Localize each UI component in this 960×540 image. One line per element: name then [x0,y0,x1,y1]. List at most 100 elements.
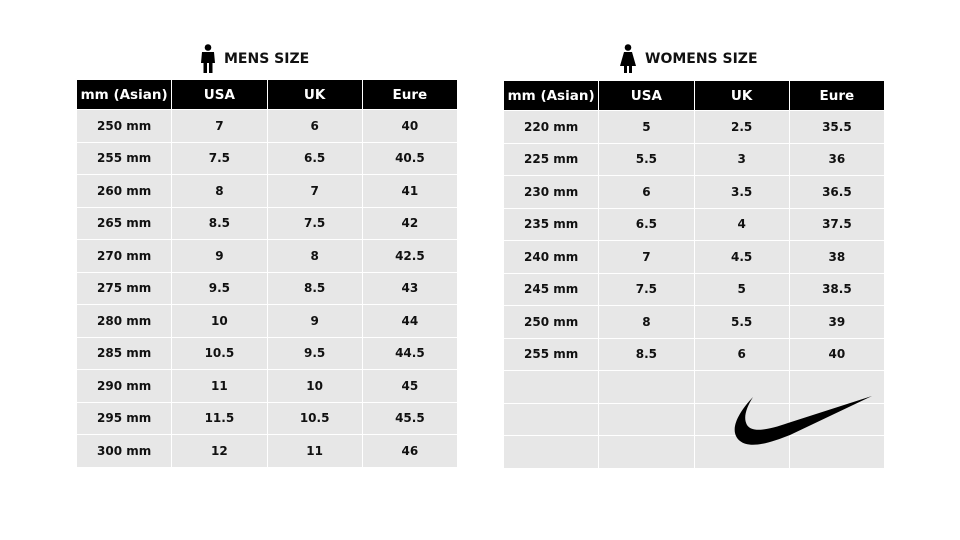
table-cell [502,370,600,404]
table-cell: 260 mm [75,174,173,208]
table-row: 270 mm 9 8 42.5 [75,239,459,273]
column-header: USA [171,80,268,110]
table-cell: 40 [788,337,886,371]
table-cell: 4 [693,207,790,241]
table-cell: 10.5 [266,401,363,435]
table-cell: 36.5 [788,175,886,209]
column-header: mm (Asian) [502,81,600,111]
table-cell [598,435,695,469]
table-row: 225 mm 5.5 3 36 [502,142,886,176]
table-row: 240 mm 7 4.5 38 [502,240,886,274]
table-row: 290 mm 11 10 45 [75,369,459,403]
table-cell: 7 [171,109,268,143]
table-cell: 6.5 [266,141,363,175]
woman-icon [620,44,636,73]
table-cell: 44 [361,304,459,338]
table-cell [502,435,600,469]
table-row: 235 mm 6.5 4 37.5 [502,207,886,241]
womens-size-label: WOMENS SIZE [645,51,758,67]
table-cell: 8 [598,305,695,339]
table-cell: 290 mm [75,369,173,403]
table-cell: 12 [171,434,268,468]
table-cell: 37.5 [788,207,886,241]
table-cell [598,402,695,436]
table-cell: 4.5 [693,240,790,274]
table-cell: 295 mm [75,401,173,435]
table-cell: 10 [266,369,363,403]
table-cell: 5 [693,272,790,306]
table-row [502,435,886,469]
table-cell [693,370,790,404]
table-cell: 44.5 [361,336,459,370]
mens-size-title: MENS SIZE [200,44,309,74]
table-row: 295 mm 11.5 10.5 45.5 [75,401,459,435]
table-cell: 6 [598,175,695,209]
table-cell: 6 [693,337,790,371]
table-cell: 41 [361,174,459,208]
table-row: 260 mm 8 7 41 [75,174,459,208]
table-cell: 3 [693,142,790,176]
table-row: 255 mm 7.5 6.5 40.5 [75,141,459,175]
table-cell: 36 [788,142,886,176]
table-cell: 255 mm [75,141,173,175]
table-row: 250 mm 7 6 40 [75,109,459,143]
table-cell: 11.5 [171,401,268,435]
table-cell: 235 mm [502,207,600,241]
table-cell: 8 [266,239,363,273]
table-cell: 220 mm [502,110,600,144]
table-cell: 35.5 [788,110,886,144]
table-cell: 9 [266,304,363,338]
table-cell: 250 mm [502,305,600,339]
column-header: Eure [361,80,459,110]
table-row: 300 mm 12 11 46 [75,434,459,468]
table-cell: 9 [171,239,268,273]
table-cell: 230 mm [502,175,600,209]
table-header-row: mm (Asian) USA UK Eure [502,81,886,111]
table-cell: 5.5 [693,305,790,339]
column-header: mm (Asian) [75,80,173,110]
column-header: UK [693,81,790,111]
table-cell: 9.5 [266,336,363,370]
table-cell: 7.5 [598,272,695,306]
mens-size-label: MENS SIZE [224,51,310,67]
table-cell: 225 mm [502,142,600,176]
womens-size-title: WOMENS SIZE [619,44,758,74]
table-cell: 250 mm [75,109,173,143]
table-cell: 46 [361,434,459,468]
table-cell: 6 [266,109,363,143]
table-row: 280 mm 10 9 44 [75,304,459,338]
table-row: 255 mm 8.5 6 40 [502,337,886,371]
table-cell: 10 [171,304,268,338]
table-cell: 300 mm [75,434,173,468]
table-cell: 10.5 [171,336,268,370]
table-cell: 8.5 [171,206,268,240]
table-cell: 2.5 [693,110,790,144]
table-cell: 255 mm [502,337,600,371]
column-header: Eure [788,81,886,111]
table-cell: 280 mm [75,304,173,338]
table-cell: 8.5 [598,337,695,371]
table-cell: 39 [788,305,886,339]
table-cell: 11 [171,369,268,403]
table-cell: 43 [361,271,459,305]
table-cell [788,435,886,469]
table-cell: 7 [598,240,695,274]
table-row: 230 mm 6 3.5 36.5 [502,175,886,209]
table-cell: 270 mm [75,239,173,273]
table-row: 275 mm 9.5 8.5 43 [75,271,459,305]
table-cell: 6.5 [598,207,695,241]
table-cell: 7.5 [171,141,268,175]
table-cell: 7.5 [266,206,363,240]
table-cell: 8 [171,174,268,208]
table-cell: 275 mm [75,271,173,305]
column-header: UK [266,80,363,110]
table-cell: 42 [361,206,459,240]
table-cell: 285 mm [75,336,173,370]
table-row: 265 mm 8.5 7.5 42 [75,206,459,240]
table-cell: 3.5 [693,175,790,209]
nike-swoosh-logo [734,396,872,445]
table-cell: 7 [266,174,363,208]
table-cell: 5.5 [598,142,695,176]
table-row: 220 mm 5 2.5 35.5 [502,110,886,144]
mens-size-table: mm (Asian) USA UK Eure 250 mm 7 6 40 255 mm 7.5 6… [75,80,459,468]
